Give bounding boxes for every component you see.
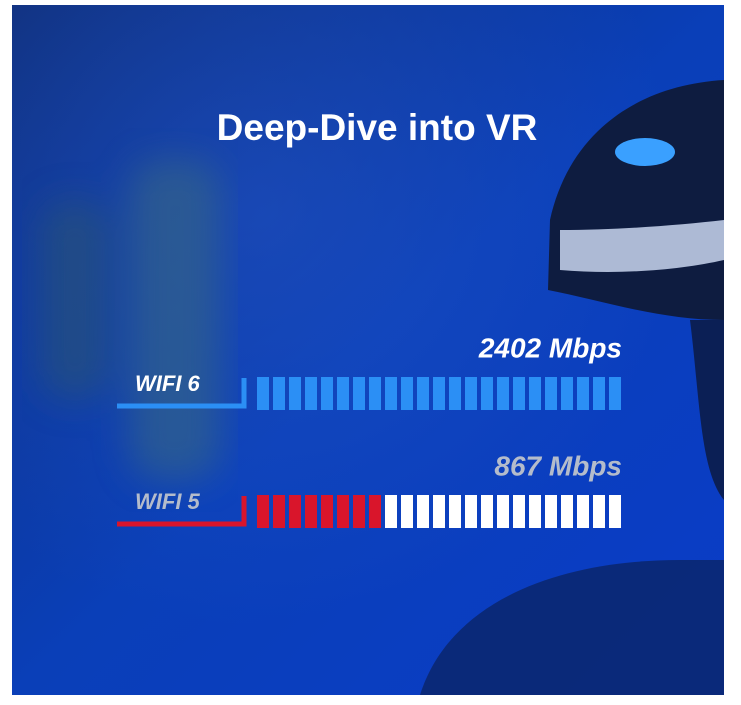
bar-segment — [305, 377, 317, 410]
bar-segment — [577, 495, 589, 528]
bar-segment — [417, 377, 429, 410]
bar-segment — [337, 377, 349, 410]
bar-segment — [609, 377, 621, 410]
bar-segment — [321, 377, 333, 410]
category-label: WIFI 6 — [135, 371, 201, 396]
bar-segment — [433, 377, 445, 410]
background-shapes — [40, 160, 220, 480]
vr-headset — [420, 80, 724, 695]
bar-segment — [337, 495, 349, 528]
bar-segment — [529, 377, 541, 410]
bar-segment — [369, 495, 381, 528]
bar-segment — [593, 377, 605, 410]
baseline-step — [117, 496, 247, 527]
bar-segment — [289, 495, 301, 528]
bar — [257, 377, 621, 410]
bar-segment — [369, 377, 381, 410]
bar-segment — [609, 495, 621, 528]
bar-segment — [449, 377, 461, 410]
bar-segment — [481, 377, 493, 410]
bar-segment — [497, 377, 509, 410]
bar-segment — [577, 377, 589, 410]
baseline-step — [117, 378, 247, 409]
bar-segment — [385, 495, 397, 528]
bar-segment — [321, 495, 333, 528]
bar-segment — [497, 495, 509, 528]
bar-segment — [289, 377, 301, 410]
bar-segment — [465, 377, 477, 410]
bar-segment — [481, 495, 493, 528]
bar-segment — [545, 495, 557, 528]
bar-segment — [305, 495, 317, 528]
category-label: WIFI 5 — [135, 489, 201, 514]
bar-segment — [449, 495, 461, 528]
bar-segment — [401, 495, 413, 528]
bar-segment — [401, 377, 413, 410]
bar-segment — [273, 377, 285, 410]
bar-segment — [433, 495, 445, 528]
bar-segment — [257, 377, 269, 410]
bar-segment — [417, 495, 429, 528]
bar-segment — [273, 495, 285, 528]
bar-segment — [465, 495, 477, 528]
bar-segment — [353, 377, 365, 410]
bar-segment — [529, 495, 541, 528]
bar — [257, 495, 621, 528]
value-label: 2402 Mbps — [478, 332, 622, 363]
bar-segment — [561, 495, 573, 528]
chart-title: Deep-Dive into VR — [217, 107, 538, 148]
bar-segment — [513, 377, 525, 410]
bar-segment — [513, 495, 525, 528]
bar-segment — [561, 377, 573, 410]
bar-segment — [353, 495, 365, 528]
bar-segment — [257, 495, 269, 528]
bar-segment — [545, 377, 557, 410]
bar-segment — [385, 377, 397, 410]
value-label: 867 Mbps — [494, 450, 622, 481]
bar-segment — [593, 495, 605, 528]
